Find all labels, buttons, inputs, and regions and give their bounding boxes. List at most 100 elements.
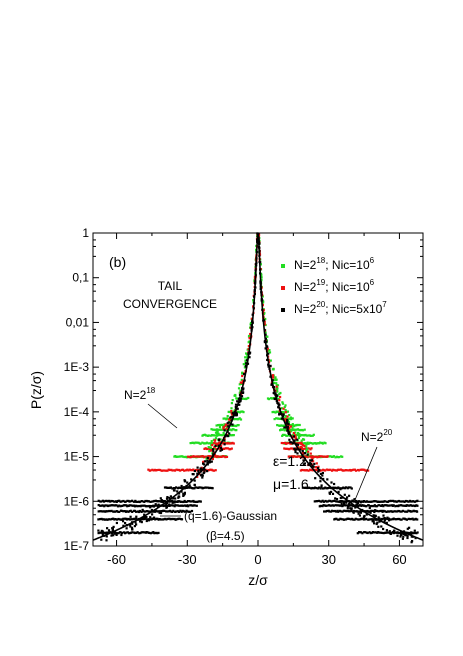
scatter-point xyxy=(297,446,300,449)
scatter-point xyxy=(363,468,366,471)
scatter-point xyxy=(345,510,348,513)
scatter-point xyxy=(133,504,136,507)
scatter-point xyxy=(165,518,168,521)
scatter-point xyxy=(392,499,395,502)
scatter-point xyxy=(101,518,104,521)
scatter-point xyxy=(300,428,303,432)
scatter-point xyxy=(206,486,209,489)
scatter-point xyxy=(368,510,371,513)
scatter-point xyxy=(286,415,289,418)
scatter-point xyxy=(406,536,409,540)
scatter-point xyxy=(306,453,309,456)
scatter-point xyxy=(286,442,289,445)
scatter-point xyxy=(211,457,214,461)
scatter-point xyxy=(324,486,327,489)
scatter-point xyxy=(124,510,128,513)
scatter-point xyxy=(213,451,216,454)
scatter-point xyxy=(117,517,120,521)
scatter-point xyxy=(388,504,391,507)
scatter-point xyxy=(139,531,142,535)
scatter-point xyxy=(142,504,145,507)
scatter-point xyxy=(180,468,184,471)
scatter-point xyxy=(347,486,350,489)
scatter-point xyxy=(307,434,310,437)
legend-label: N=218; Nic=106 xyxy=(294,256,375,272)
scatter-point xyxy=(386,517,389,520)
scatter-point xyxy=(205,447,209,451)
scatter-point xyxy=(154,509,157,512)
scatter-point xyxy=(354,517,357,520)
scatter-point xyxy=(320,455,323,458)
scatter-point xyxy=(191,455,194,458)
scatter-point xyxy=(334,456,337,459)
n20-annotation-base: N=2 xyxy=(361,430,384,444)
scatter-point xyxy=(347,505,350,508)
scatter-point xyxy=(117,510,120,513)
scatter-point xyxy=(135,531,138,534)
scatter-point xyxy=(111,529,114,532)
scatter-point xyxy=(350,509,353,513)
scatter-point xyxy=(134,499,137,502)
scatter-point xyxy=(120,518,123,521)
scatter-point xyxy=(109,518,112,521)
scatter-point xyxy=(209,448,212,451)
scatter-point xyxy=(309,469,313,472)
scatter-point xyxy=(320,484,323,487)
scatter-point xyxy=(200,473,203,476)
scatter-point xyxy=(373,500,376,503)
scatter-point xyxy=(338,509,342,512)
scatter-point xyxy=(199,500,202,503)
scatter-point xyxy=(392,532,395,535)
scatter-point xyxy=(335,510,338,513)
scatter-point xyxy=(339,455,343,458)
scatter-point xyxy=(237,403,240,406)
scatter-point xyxy=(264,333,267,336)
scatter-point xyxy=(334,504,337,507)
scatter-point xyxy=(300,446,303,449)
scatter-point xyxy=(299,448,302,451)
scatter-point xyxy=(406,510,409,513)
scatter-point xyxy=(403,504,406,507)
scatter-point xyxy=(295,448,298,451)
scatter-point xyxy=(335,498,339,501)
scatter-point xyxy=(385,510,388,513)
scatter-point xyxy=(299,429,302,432)
scatter-point xyxy=(136,531,139,534)
scatter-point xyxy=(234,429,237,432)
scatter-point xyxy=(338,468,341,471)
scatter-point xyxy=(216,430,219,433)
scatter-point xyxy=(244,397,247,401)
scatter-point xyxy=(233,394,236,397)
scatter-point xyxy=(388,530,391,533)
scatter-point xyxy=(220,428,223,431)
scatter-point xyxy=(395,500,398,503)
scatter-point xyxy=(312,460,315,463)
scatter-point xyxy=(184,486,187,489)
scatter-point xyxy=(396,534,399,537)
scatter-point xyxy=(281,433,285,436)
scatter-point xyxy=(149,505,152,508)
scatter-point xyxy=(143,516,146,519)
scatter-point xyxy=(139,518,142,521)
scatter-point xyxy=(147,468,150,471)
scatter-point xyxy=(99,518,102,521)
scatter-point xyxy=(412,500,415,503)
scatter-point xyxy=(394,500,397,503)
scatter-point xyxy=(189,510,192,513)
scatter-point xyxy=(368,500,371,503)
scatter-point xyxy=(188,455,191,458)
scatter-point xyxy=(324,469,327,472)
scatter-point xyxy=(413,500,416,503)
scatter-point xyxy=(176,487,179,490)
scatter-point xyxy=(337,486,340,490)
scatter-point xyxy=(348,504,351,507)
scatter-point xyxy=(239,389,242,392)
scatter-point xyxy=(298,435,301,438)
scatter-point xyxy=(398,517,401,521)
scatter-point xyxy=(214,439,217,442)
scatter-point xyxy=(115,533,118,536)
scatter-point xyxy=(322,455,325,458)
scatter-point xyxy=(243,366,246,369)
scatter-point xyxy=(208,486,211,490)
scatter-point xyxy=(164,517,167,520)
